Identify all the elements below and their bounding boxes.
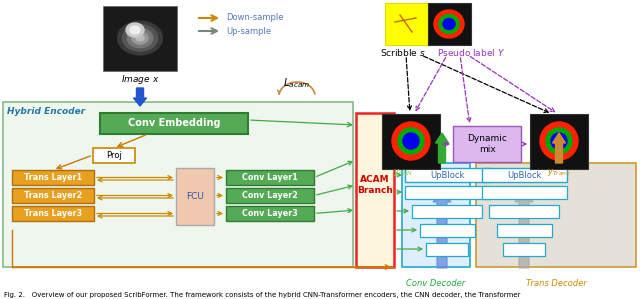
Bar [3, 102, 353, 267]
Bar [412, 205, 482, 218]
Bar [356, 113, 394, 267]
Text: Proj: Proj [106, 151, 122, 160]
Text: Image $x$: Image $x$ [121, 72, 159, 86]
Text: Conv Decoder: Conv Decoder [406, 280, 466, 289]
Text: Up-sample: Up-sample [226, 27, 271, 36]
Ellipse shape [122, 25, 157, 51]
Text: Trans Layer2: Trans Layer2 [24, 191, 82, 200]
Text: Conv Layer2: Conv Layer2 [242, 191, 298, 200]
FancyArrow shape [515, 190, 533, 268]
Text: UpBlock: UpBlock [430, 170, 464, 179]
Bar [405, 186, 490, 199]
Ellipse shape [443, 19, 455, 30]
Bar [12, 206, 94, 221]
Ellipse shape [551, 133, 567, 149]
Text: FCU: FCU [186, 192, 204, 201]
Bar [12, 188, 94, 203]
Text: UpBlock: UpBlock [507, 170, 541, 179]
Bar [226, 206, 314, 221]
Text: Fig. 2.   Overview of our proposed ScribFormer. The framework consists of the hy: Fig. 2. Overview of our proposed ScribFo… [4, 292, 520, 298]
Bar [100, 113, 248, 134]
Bar [482, 186, 567, 199]
Bar [226, 170, 314, 185]
Ellipse shape [126, 23, 144, 37]
Text: $y_{Trans}$: $y_{Trans}$ [547, 167, 571, 179]
Text: Dynamic
mix: Dynamic mix [467, 134, 507, 154]
Text: Down-sample: Down-sample [226, 13, 284, 22]
Text: Trans Layer3: Trans Layer3 [24, 209, 82, 218]
Ellipse shape [540, 122, 578, 160]
Bar [176, 168, 214, 225]
Bar [12, 170, 94, 185]
Text: Trans Layer1: Trans Layer1 [24, 173, 82, 182]
Bar [226, 188, 314, 203]
Ellipse shape [118, 21, 163, 55]
FancyArrow shape [435, 133, 449, 163]
Ellipse shape [439, 14, 459, 33]
Bar [453, 126, 521, 162]
Bar [530, 114, 588, 169]
Bar [93, 148, 135, 163]
Ellipse shape [132, 32, 148, 44]
Bar [420, 224, 475, 237]
Ellipse shape [127, 28, 153, 48]
Bar [405, 168, 490, 182]
Text: Conv Embedding: Conv Embedding [128, 118, 220, 129]
Bar [497, 224, 552, 237]
Ellipse shape [434, 10, 464, 38]
Bar [476, 163, 636, 267]
Bar [503, 243, 545, 256]
Bar [385, 3, 428, 45]
FancyArrow shape [552, 133, 566, 163]
Bar [382, 114, 440, 169]
Text: Conv Layer3: Conv Layer3 [242, 209, 298, 218]
Bar [426, 243, 468, 256]
Text: $L_{acam}$: $L_{acam}$ [284, 76, 310, 90]
Text: Scribble $s$: Scribble $s$ [380, 47, 426, 57]
Ellipse shape [392, 122, 430, 160]
Text: Trans Decoder: Trans Decoder [525, 280, 586, 289]
Ellipse shape [403, 133, 419, 149]
Text: Pseudo label $Y$: Pseudo label $Y$ [437, 47, 505, 57]
Text: Conv Layer1: Conv Layer1 [242, 173, 298, 182]
Bar [402, 163, 470, 267]
Ellipse shape [130, 26, 140, 34]
Text: Hybrid Encoder: Hybrid Encoder [7, 107, 85, 116]
Text: $y_{CNN}$: $y_{CNN}$ [393, 167, 413, 179]
Ellipse shape [136, 35, 144, 41]
Ellipse shape [546, 128, 572, 154]
FancyArrow shape [433, 190, 451, 268]
Bar [428, 3, 471, 45]
Bar [489, 205, 559, 218]
Bar [103, 6, 177, 71]
Text: ACAM
Branch: ACAM Branch [357, 175, 393, 195]
FancyArrow shape [134, 88, 147, 106]
Ellipse shape [398, 128, 424, 154]
Bar [482, 168, 567, 182]
Ellipse shape [395, 10, 417, 38]
